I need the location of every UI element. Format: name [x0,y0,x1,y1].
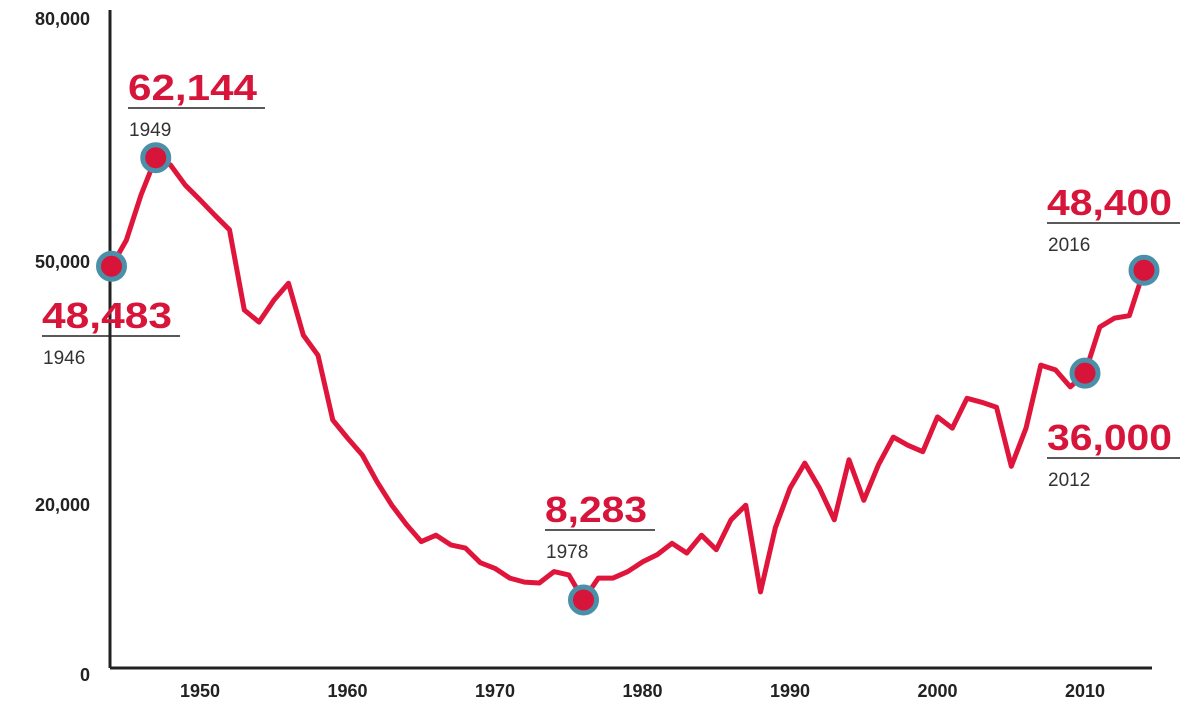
x-tick-label: 1980 [622,681,662,701]
y-tick-label: 80,000 [35,9,90,29]
annotation-value: 8,283 [545,489,647,530]
annotation-year: 1978 [546,542,588,563]
x-tick-label: 1950 [180,681,220,701]
annotation-year: 1949 [129,120,171,141]
x-tick-label: 1960 [327,681,367,701]
y-tick-label: 0 [80,665,90,685]
annotation-value: 62,144 [128,67,257,108]
x-tick-label: 2010 [1065,681,1105,701]
line-series [109,155,1147,603]
highlight-marker [1128,254,1160,286]
annotation-year: 2016 [1048,235,1090,256]
highlight-marker [1069,357,1101,389]
annotation-value: 48,400 [1047,182,1172,223]
annotation-year: 2012 [1048,470,1090,491]
x-tick-label: 1970 [475,681,515,701]
annotation-value: 36,000 [1047,417,1172,458]
highlight-marker [568,584,599,616]
annotation-year: 1946 [43,348,85,369]
highlight-marker [96,250,127,282]
x-tick-label: 1990 [770,681,810,701]
highlight-marker [140,142,172,174]
annotation-value: 48,483 [42,295,172,336]
x-tick-label: 2000 [917,681,957,701]
y-tick-label: 20,000 [35,495,90,515]
y-tick-label: 50,000 [35,252,90,272]
